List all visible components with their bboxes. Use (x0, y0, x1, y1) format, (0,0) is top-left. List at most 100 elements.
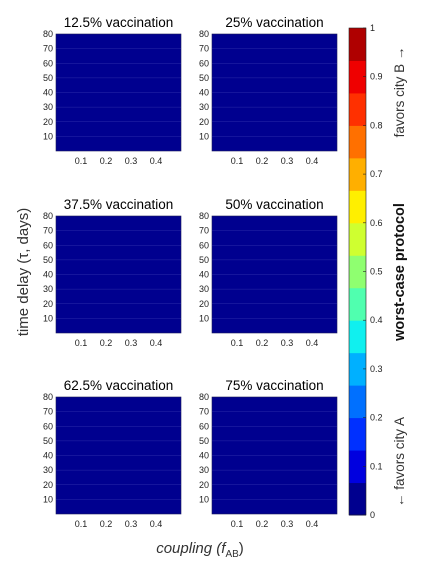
panel: 25% vaccination 10 20 30 40 50 60 70 80 0.1 0.2 0.3… (199, 15, 338, 166)
heatmap-panels: 12.5% vaccination 10 20 30 40 50 60 70 80 0.1 0.2 0… (43, 15, 338, 529)
y-tick-label: 70 (43, 44, 53, 54)
x-tick-label: 0.3 (125, 519, 138, 529)
x-tick-label: 0.4 (150, 338, 163, 348)
colorbar-segment (349, 190, 366, 224)
panel: 37.5% vaccination 10 20 30 40 50 60 70 80 0.1 0.2 0… (43, 197, 182, 348)
y-tick-label: 20 (199, 480, 209, 490)
x-tick-label: 0.1 (75, 338, 88, 348)
panel-title: 50% vaccination (225, 197, 323, 212)
colorbar-segment (349, 60, 366, 94)
y-tick-label: 60 (43, 240, 53, 250)
colorbar-tick-label: 0.3 (370, 364, 383, 374)
x-tick-label: 0.1 (75, 156, 88, 166)
y-tick-label: 30 (43, 102, 53, 112)
x-tick-label: 0.3 (281, 156, 294, 166)
x-tick-label: 0.4 (306, 156, 319, 166)
y-tick-label: 20 (199, 299, 209, 309)
y-tick-label: 70 (199, 226, 209, 236)
y-tick-label: 60 (199, 421, 209, 431)
y-tick-label: 40 (199, 88, 209, 98)
colorbar-segment (349, 385, 366, 419)
y-tick-label: 30 (43, 284, 53, 294)
colorbar-segment (349, 92, 366, 126)
colorbar-tick-label: 0.6 (370, 218, 383, 228)
colorbar-low-label: ← favors city A (392, 417, 407, 507)
y-tick-label: 10 (43, 131, 53, 141)
y-tick-label: 10 (199, 313, 209, 323)
y-tick-label: 50 (199, 436, 209, 446)
colorbar-tick-label: 1 (370, 23, 375, 33)
x-tick-label: 0.1 (231, 156, 244, 166)
x-tick-label: 0.1 (231, 338, 244, 348)
y-tick-label: 10 (199, 494, 209, 504)
panel-title: 12.5% vaccination (64, 15, 174, 30)
y-tick-label: 10 (43, 313, 53, 323)
x-tick-label: 0.2 (256, 338, 269, 348)
x-axis-label: coupling (fAB) (156, 540, 244, 560)
x-tick-label: 0.1 (75, 519, 88, 529)
y-tick-label: 60 (43, 58, 53, 68)
y-tick-label: 70 (199, 44, 209, 54)
y-tick-label: 10 (199, 131, 209, 141)
colorbar-high-label: favors city B → (392, 47, 407, 138)
y-tick-label: 40 (43, 270, 53, 280)
colorbar-segment (349, 287, 366, 321)
x-tick-label: 0.3 (281, 338, 294, 348)
x-tick-label: 0.3 (125, 338, 138, 348)
colorbar-tick-label: 0.7 (370, 169, 383, 179)
y-tick-label: 80 (43, 392, 53, 402)
y-tick-label: 60 (43, 421, 53, 431)
colorbar-segment (349, 450, 366, 484)
panel: 75% vaccination 10 20 30 40 50 60 70 80 0.1 0.2 0.3… (199, 378, 338, 529)
panel-title: 25% vaccination (225, 15, 323, 30)
x-tick-label: 0.4 (306, 519, 319, 529)
panel: 50% vaccination 10 20 30 40 50 60 70 80 0.1 0.2 0.3… (199, 197, 338, 348)
y-tick-label: 70 (43, 226, 53, 236)
panel-title: 62.5% vaccination (64, 378, 174, 393)
x-tick-label: 0.2 (100, 519, 113, 529)
colorbar-tick-label: 0.8 (370, 120, 383, 130)
y-tick-label: 50 (199, 255, 209, 265)
x-tick-label: 0.4 (306, 338, 319, 348)
y-tick-label: 30 (199, 284, 209, 294)
colorbar: 0 0.1 0.2 0.3 0.4 0.5 0.6 0.7 0.8 0.9 1 favors city… (348, 23, 408, 520)
y-tick-label: 60 (199, 240, 209, 250)
y-tick-label: 50 (43, 436, 53, 446)
y-tick-label: 20 (199, 117, 209, 127)
y-tick-label: 80 (199, 392, 209, 402)
x-tick-label: 0.1 (231, 519, 244, 529)
colorbar-segment (349, 157, 366, 191)
colorbar-segment (349, 255, 366, 289)
y-tick-label: 70 (199, 407, 209, 417)
y-tick-label: 20 (43, 480, 53, 490)
y-axis-label: time delay (τ, days) (15, 208, 32, 336)
y-tick-label: 40 (199, 270, 209, 280)
y-tick-label: 40 (43, 451, 53, 461)
colorbar-segment (349, 28, 366, 61)
colorbar-segment (349, 352, 366, 386)
colorbar-segment (349, 417, 366, 451)
y-tick-label: 80 (43, 29, 53, 39)
y-tick-label: 60 (199, 58, 209, 68)
x-tick-label: 0.2 (100, 338, 113, 348)
y-tick-label: 30 (43, 465, 53, 475)
colorbar-tick-label: 0.4 (370, 315, 383, 325)
y-tick-label: 80 (43, 211, 53, 221)
x-tick-label: 0.4 (150, 519, 163, 529)
colorbar-tick-label: 0.5 (370, 267, 383, 277)
panel-title: 75% vaccination (225, 378, 323, 393)
x-tick-label: 0.3 (125, 156, 138, 166)
x-tick-label: 0.2 (100, 156, 113, 166)
y-tick-label: 80 (199, 211, 209, 221)
colorbar-label: worst-case protocol (392, 203, 408, 342)
x-tick-label: 0.3 (281, 519, 294, 529)
panel: 12.5% vaccination 10 20 30 40 50 60 70 80 0.1 0.2 0… (43, 15, 182, 166)
y-tick-label: 30 (199, 102, 209, 112)
x-tick-label: 0.2 (256, 156, 269, 166)
y-tick-label: 20 (43, 299, 53, 309)
y-tick-label: 50 (43, 73, 53, 83)
colorbar-tick-label: 0.9 (370, 72, 383, 82)
y-tick-label: 50 (199, 73, 209, 83)
colorbar-segment (349, 125, 366, 159)
